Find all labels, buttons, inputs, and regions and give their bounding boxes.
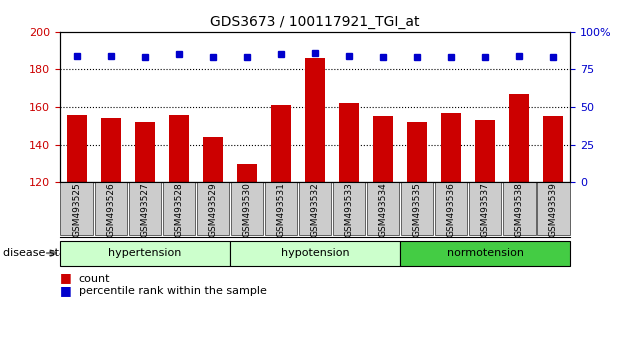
Bar — [203, 137, 223, 354]
Bar — [339, 103, 359, 354]
Bar — [305, 58, 325, 354]
Text: GSM493526: GSM493526 — [106, 182, 115, 237]
Bar — [271, 105, 291, 354]
Text: ■: ■ — [60, 284, 72, 297]
Text: GSM493527: GSM493527 — [140, 182, 149, 237]
Text: GSM493529: GSM493529 — [209, 182, 217, 237]
Text: percentile rank within the sample: percentile rank within the sample — [79, 286, 266, 296]
Bar — [509, 94, 529, 354]
Text: GSM493536: GSM493536 — [447, 182, 455, 237]
Bar — [475, 120, 495, 354]
Bar — [67, 115, 87, 354]
Text: GSM493532: GSM493532 — [311, 182, 319, 237]
Text: disease state: disease state — [3, 248, 77, 258]
Bar — [373, 116, 393, 354]
Text: normotension: normotension — [447, 248, 524, 258]
Text: GSM493539: GSM493539 — [549, 182, 558, 237]
Text: GSM493538: GSM493538 — [515, 182, 524, 237]
Bar — [237, 164, 257, 354]
Bar — [543, 116, 563, 354]
Text: GSM493530: GSM493530 — [243, 182, 251, 237]
Title: GDS3673 / 100117921_TGI_at: GDS3673 / 100117921_TGI_at — [210, 16, 420, 29]
Text: GSM493528: GSM493528 — [175, 182, 183, 237]
Text: GSM493531: GSM493531 — [277, 182, 285, 237]
Text: GSM493533: GSM493533 — [345, 182, 353, 237]
Text: ■: ■ — [60, 272, 72, 284]
Bar — [441, 113, 461, 354]
Text: count: count — [79, 274, 110, 284]
Text: GSM493525: GSM493525 — [72, 182, 81, 237]
Bar — [407, 122, 427, 354]
Bar — [101, 118, 121, 354]
Text: GSM493537: GSM493537 — [481, 182, 490, 237]
Text: hypotension: hypotension — [281, 248, 349, 258]
Text: GSM493534: GSM493534 — [379, 182, 387, 237]
Bar — [169, 115, 189, 354]
Text: hypertension: hypertension — [108, 248, 181, 258]
Bar — [135, 122, 155, 354]
Text: GSM493535: GSM493535 — [413, 182, 421, 237]
